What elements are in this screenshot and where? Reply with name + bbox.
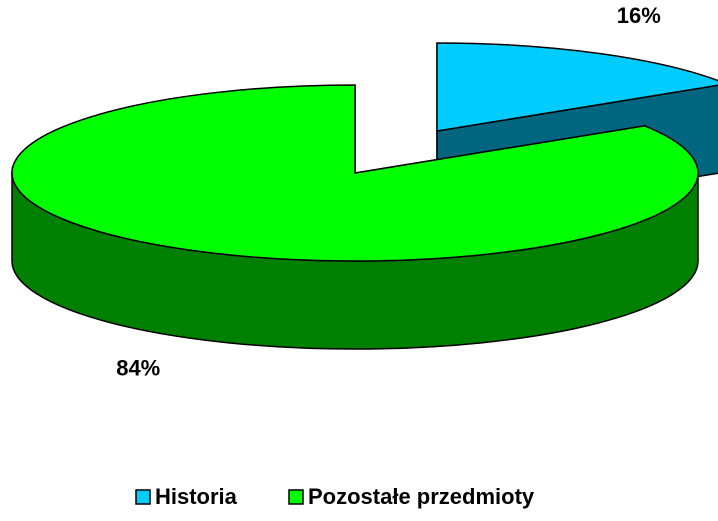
data-label: 84% bbox=[116, 355, 160, 380]
data-label: 16% bbox=[617, 3, 661, 28]
slice-top bbox=[11, 84, 699, 262]
legend-swatch bbox=[288, 489, 304, 505]
legend-label: Pozostałe przedmioty bbox=[308, 484, 535, 509]
slice-top bbox=[436, 42, 718, 132]
legend-swatch bbox=[135, 489, 151, 505]
pie: 16% 84% bbox=[11, 3, 718, 380]
legend: Historia Pozostałe przedmioty bbox=[135, 484, 535, 509]
legend-label: Historia bbox=[155, 484, 238, 509]
slice bbox=[11, 84, 699, 350]
